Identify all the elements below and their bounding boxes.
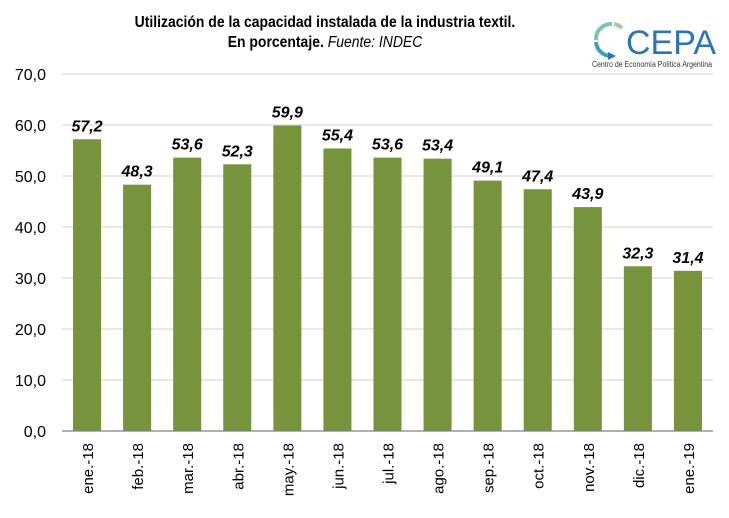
bar [573,207,602,431]
data-label: 47,4 [521,168,553,185]
y-tick-label: 10,0 [15,373,46,390]
title-source: Fuente: INDEC [323,34,423,51]
bar [473,180,502,431]
x-tick-label: oct.-18 [531,443,548,489]
y-tick-label: 40,0 [15,220,46,237]
data-label: 43,9 [571,186,603,203]
x-tick-label: jul.-18 [381,443,398,485]
data-label: 59,9 [272,105,303,122]
bars [73,125,702,431]
x-tick-label: jun.-18 [330,443,347,490]
data-label: 53,6 [372,137,403,154]
y-axis-ticks: 0,0 10,0 20,0 30,0 40,0 50,0 60,0 70,0 [15,67,46,441]
bar [173,157,202,431]
data-label: 49,1 [471,160,503,177]
title-line-2: En porcentaje. Fuente: INDEC [87,33,564,53]
y-tick-label: 20,0 [15,322,46,339]
data-label: 52,3 [222,143,253,160]
y-tick-label: 50,0 [15,169,46,186]
y-tick-label: 30,0 [15,271,46,288]
logo-subtitle: Centro de Economía Política Argentina [592,60,712,69]
y-tick-label: 60,0 [15,118,46,135]
x-tick-label: ago.-18 [431,443,448,494]
data-label: 53,6 [172,137,203,154]
bar [223,164,252,431]
data-labels: 57,2 48,3 53,6 52,3 59,9 55,4 53,6 53,4 49,1 47,4… [71,105,703,267]
title-line-1: Utilización de la capacidad instalada de… [134,14,516,31]
bar [73,139,102,431]
bar [523,189,552,431]
x-tick-label: mar.-18 [180,443,197,494]
data-label: 31,4 [672,250,703,267]
bar [273,125,302,431]
x-tick-label: ene.-18 [80,443,97,494]
title-unit: En porcentaje. [227,34,324,51]
x-tick-label: dic.-18 [631,443,648,488]
data-label: 32,3 [622,245,653,262]
bar [323,148,352,431]
cepa-logo: CEPA Centro de Economía Política Argenti… [592,21,716,69]
data-label: 53,4 [422,138,453,155]
logo-ring-icon [593,21,624,60]
x-tick-label: nov.-18 [581,443,598,492]
y-tick-label: 0,0 [24,424,46,441]
y-tick-label: 70,0 [15,67,46,84]
x-tick-label: sep.-18 [481,443,498,493]
chart-title: Utilización de la capacidad instalada de… [87,13,564,53]
x-tick-label: may.-18 [280,443,297,496]
bar [123,184,152,431]
x-tick-label: feb.-18 [130,443,147,490]
data-label: 55,4 [322,127,353,144]
logo-text: CEPA [626,24,716,62]
x-axis-ticks: ene.-18 feb.-18 mar.-18 abr.-18 may.-18 jun.-… [80,443,698,496]
data-label: 57,2 [71,118,102,135]
data-label: 48,3 [121,164,153,181]
bar [423,158,452,431]
x-tick-label: ene.-19 [681,443,698,494]
bar [673,270,702,431]
x-tick-label: abr.-18 [230,443,247,490]
bar [373,157,402,431]
bar [623,266,652,431]
